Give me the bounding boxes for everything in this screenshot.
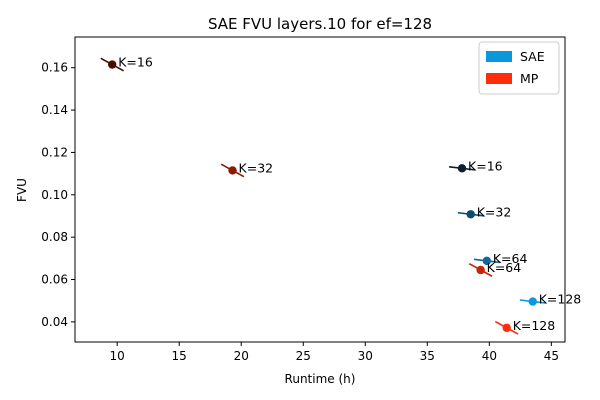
legend-label: MP bbox=[520, 71, 539, 86]
point-label: K=32 bbox=[239, 160, 274, 175]
legend-box bbox=[478, 41, 560, 95]
y-tick-label: 0.08 bbox=[41, 230, 68, 244]
y-tick-label: 0.10 bbox=[41, 188, 68, 202]
x-tick-label: 40 bbox=[482, 349, 497, 363]
y-tick-label: 0.06 bbox=[41, 273, 68, 287]
y-tick-label: 0.16 bbox=[41, 61, 68, 75]
x-tick-label: 20 bbox=[234, 349, 249, 363]
x-tick-label: 45 bbox=[544, 349, 559, 363]
x-axis-label: Runtime (h) bbox=[285, 372, 356, 386]
x-tick-label: 25 bbox=[296, 349, 311, 363]
data-point bbox=[228, 166, 237, 175]
data-point bbox=[502, 323, 511, 333]
x-tick-label: 15 bbox=[172, 349, 187, 363]
point-label: K=64 bbox=[487, 260, 522, 275]
plot-area: K=16 K=32 K=64 K=128 K=16 K=32 K=64 K=128 bbox=[100, 55, 582, 335]
legend-swatch bbox=[486, 73, 512, 84]
x-tick-label: 30 bbox=[358, 349, 373, 363]
point-label: K=64 bbox=[493, 251, 528, 266]
x-axis: 10 15 20 25 30 35 40 45 bbox=[110, 342, 559, 363]
y-axis: 0.04 0.06 0.08 0.10 0.12 0.14 0.16 bbox=[41, 61, 75, 329]
point-label: K=32 bbox=[477, 204, 512, 219]
y-tick-label: 0.04 bbox=[41, 315, 68, 329]
data-point bbox=[482, 256, 492, 266]
y-axis-label: FVU bbox=[15, 178, 29, 202]
data-point bbox=[476, 265, 485, 275]
legend-label: SAE bbox=[520, 49, 545, 64]
plot-frame bbox=[74, 36, 566, 343]
point-label: K=128 bbox=[513, 318, 556, 333]
data-point bbox=[466, 210, 475, 219]
data-point bbox=[457, 164, 467, 173]
y-tick-label: 0.14 bbox=[41, 103, 68, 117]
data-point bbox=[108, 60, 117, 69]
point-label: K=16 bbox=[118, 55, 153, 70]
data-point bbox=[528, 297, 537, 306]
legend: SAE MP bbox=[478, 41, 560, 95]
point-label: K=128 bbox=[539, 292, 582, 307]
legend-swatch bbox=[486, 51, 512, 62]
x-tick-label: 10 bbox=[110, 349, 125, 363]
point-label: K=16 bbox=[468, 158, 503, 173]
x-tick-label: 35 bbox=[420, 349, 435, 363]
y-tick-label: 0.12 bbox=[41, 145, 68, 159]
chart-title: SAE FVU layers.10 for ef=128 bbox=[208, 15, 432, 33]
